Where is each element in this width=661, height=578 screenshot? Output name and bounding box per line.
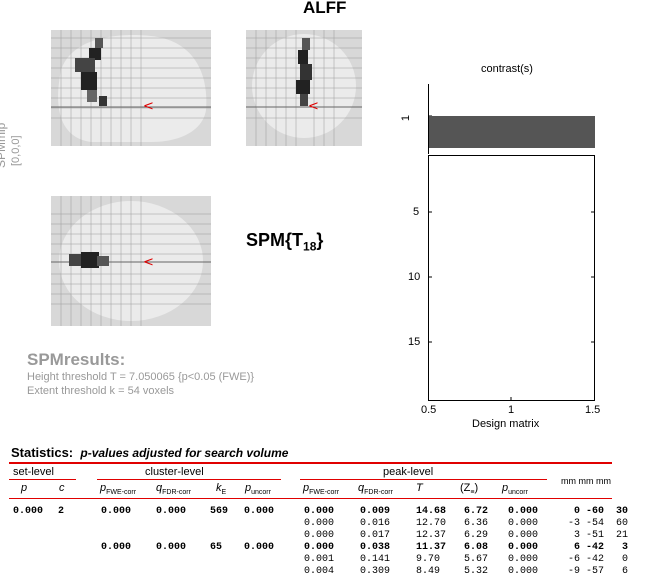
table-cell-Z: 5.67: [464, 554, 489, 565]
table-cell-Z: 6.36: [464, 518, 489, 529]
table-cell-T: 11.37: [416, 542, 447, 553]
table-cell-set-p: 0.000: [13, 506, 44, 517]
design-matrix-label: Design matrix: [472, 418, 540, 430]
stat-type-label: SPM{T18}: [246, 230, 324, 254]
col-set-p: p: [21, 482, 28, 494]
table-cell-cl-qfdr: 0.000: [156, 506, 187, 517]
svg-text:<: <: [143, 99, 154, 114]
table-cell-mm: -6 -42 0: [567, 554, 628, 565]
xtick-0-5: 0.5: [421, 404, 437, 416]
mip-coronal-view[interactable]: <: [246, 30, 362, 146]
table-cell-pk-punc: 0.000: [508, 506, 539, 517]
table-cell-pk-pfwe: 0.004: [304, 566, 335, 577]
table-cell-pk-punc: 0.000: [508, 518, 539, 529]
table-cell-pk-qfdr: 0.309: [360, 566, 391, 577]
col-pk-pfwe: pFWE-corr: [303, 482, 340, 497]
table-cell-cl-punc: 0.000: [244, 506, 275, 517]
table-cell-Z: 6.72: [464, 506, 489, 517]
results-heading: SPMresults:: [27, 350, 126, 369]
table-cell-set-c: 2: [58, 506, 65, 517]
table-cell-pk-qfdr: 0.038: [360, 542, 391, 553]
table-cell-T: 14.68: [416, 506, 447, 517]
table-cell-mm: 6 -42 3: [573, 542, 628, 553]
figure-title: ALFF: [303, 0, 347, 17]
table-cell-pk-pfwe: 0.000: [304, 530, 335, 541]
table-cell-cl-qfdr: 0.000: [156, 542, 187, 553]
mip-axial-view[interactable]: <: [51, 196, 211, 326]
mip-sagittal-view[interactable]: <: [51, 30, 211, 146]
stats-title: Statistics: p-values adjusted for search…: [11, 445, 289, 460]
col-cl-pfwe: pFWE-corr: [100, 482, 137, 497]
col-cl-k: kE: [216, 482, 227, 497]
set-rule: [9, 479, 76, 480]
col-cl-punc: puncorr: [245, 482, 271, 497]
col-cl-qfdr: qFDR-corr: [156, 482, 191, 497]
table-cell-pk-punc: 0.000: [508, 554, 539, 565]
col-t: T: [416, 482, 423, 494]
table-cell-pk-pfwe: 0.000: [304, 542, 335, 553]
table-cell-pk-qfdr: 0.017: [360, 530, 391, 541]
table-cell-pk-punc: 0.000: [508, 530, 539, 541]
stats-header-rule: [9, 498, 612, 499]
table-cell-cl-pfwe: 0.000: [101, 506, 132, 517]
table-cell-T: 12.37: [416, 530, 447, 541]
col-pk-qfdr: qFDR-corr: [358, 482, 393, 497]
set-level-header: set-level: [13, 466, 54, 478]
ytick-5: 5: [413, 206, 420, 218]
ytick-10: 10: [408, 271, 421, 283]
spm-mip-label: SPMmip: [0, 122, 8, 168]
contrast-tick: 1: [400, 114, 413, 122]
table-cell-pk-pfwe: 0.001: [304, 554, 335, 565]
svg-text:<: <: [143, 255, 154, 270]
col-pk-punc: puncorr: [502, 482, 528, 497]
extent-threshold: Extent threshold k = 54 voxels: [27, 385, 175, 397]
table-cell-Z: 6.29: [464, 530, 489, 541]
spm-mip-coords: [0,0,0]: [10, 135, 22, 166]
table-cell-T: 9.70: [416, 554, 441, 565]
peak-level-header: peak-level: [383, 466, 434, 478]
table-cell-mm: -9 -57 6: [567, 566, 628, 577]
table-cell-pk-punc: 0.000: [508, 566, 539, 577]
table-cell-Z: 6.08: [464, 542, 489, 553]
table-cell-cl-k: 65: [210, 542, 223, 553]
table-cell-mm: -3 -54 60: [567, 518, 628, 529]
mm-header: mm mm mm: [561, 476, 611, 486]
table-cell-mm: 0 -60 30: [573, 506, 628, 517]
xtick-1: 1: [508, 404, 515, 416]
contrast-panel[interactable]: [428, 84, 596, 154]
cluster-rule: [97, 479, 281, 480]
table-cell-Z: 5.32: [464, 566, 489, 577]
table-cell-pk-pfwe: 0.000: [304, 506, 335, 517]
table-cell-cl-punc: 0.000: [244, 542, 275, 553]
peak-rule: [300, 479, 547, 480]
col-set-c: c: [59, 482, 65, 494]
table-cell-mm: 3 -51 21: [573, 530, 628, 541]
height-threshold: Height threshold T = 7.050065 {p<0.05 (F…: [27, 371, 255, 383]
col-z: (Z≡): [460, 482, 479, 497]
table-cell-T: 12.70: [416, 518, 447, 529]
xtick-1-5: 1.5: [585, 404, 601, 416]
table-cell-pk-qfdr: 0.009: [360, 506, 391, 517]
table-cell-cl-k: 569: [210, 506, 229, 517]
table-cell-cl-pfwe: 0.000: [101, 542, 132, 553]
design-matrix-plot[interactable]: [428, 155, 596, 401]
table-cell-pk-pfwe: 0.000: [304, 518, 335, 529]
table-cell-pk-qfdr: 0.016: [360, 518, 391, 529]
table-cell-T: 8.49: [416, 566, 441, 577]
table-cell-pk-punc: 0.000: [508, 542, 539, 553]
ytick-15: 15: [408, 336, 421, 348]
cluster-level-header: cluster-level: [145, 466, 204, 478]
table-cell-pk-qfdr: 0.141: [360, 554, 391, 565]
stats-top-rule: [9, 462, 612, 464]
contrast-title: contrast(s): [481, 63, 533, 75]
svg-text:<: <: [308, 99, 319, 114]
